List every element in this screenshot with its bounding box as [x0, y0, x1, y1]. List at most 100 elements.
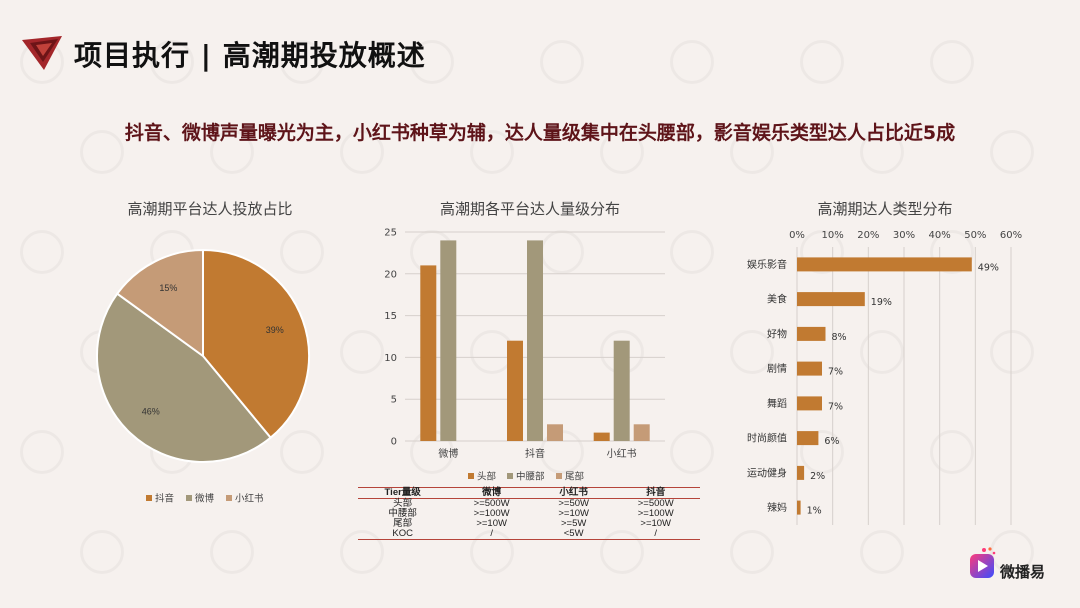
- bar-legend-swatch: [507, 473, 513, 479]
- tier-header: 微博: [482, 487, 502, 498]
- hbar-bar: [797, 396, 822, 411]
- bar-legend-label: 头部: [477, 471, 496, 483]
- pie-legend-swatch: [146, 495, 152, 501]
- pie-slice: [202, 248, 310, 440]
- table-cell: 中腰部: [388, 508, 417, 519]
- tier-header: 小红书: [559, 487, 588, 498]
- pie-data-label: 39%: [266, 325, 284, 335]
- table-cell: >=5W: [560, 518, 587, 529]
- hbar-category-label: 好物: [767, 327, 787, 340]
- bar-x-tick: 小红书: [607, 447, 637, 460]
- hbar-x-tick: 40%: [929, 230, 951, 241]
- table-cell: >=100W: [637, 508, 674, 519]
- bar-y-tick: 20: [384, 269, 397, 280]
- bar: [440, 240, 457, 441]
- table-cell: /: [654, 528, 658, 539]
- brand-name: 微播易: [1000, 563, 1046, 581]
- hbar-data-label: 49%: [978, 262, 999, 273]
- bar: [593, 432, 610, 441]
- tier-table: Tier量级 微博 小红书 抖音 头部 >=500W >=50W >=500W …: [358, 487, 700, 540]
- bar: [547, 424, 563, 441]
- hbar-x-tick: 0%: [789, 230, 805, 241]
- bar-x-tick: 微博: [438, 447, 458, 460]
- page-title: 项目执行 | 高潮期投放概述: [74, 39, 426, 72]
- hbar-bar: [797, 431, 819, 446]
- bar-y-tick: 15: [384, 311, 397, 322]
- table-cell: 尾部: [393, 518, 413, 529]
- bar-legend-swatch: [468, 473, 474, 479]
- bar-x-tick: 抖音: [525, 447, 545, 460]
- table-cell: /: [490, 528, 493, 539]
- table-cell: 头部: [393, 498, 413, 509]
- table-row: 头部 >=500W >=50W >=500W: [358, 499, 700, 510]
- bar: [420, 265, 437, 441]
- pie-legend-label: 小红书: [235, 493, 264, 505]
- hbar-x-tick: 20%: [857, 230, 879, 241]
- hbar-bar: [797, 326, 826, 341]
- hbar-category-label: 辣妈: [767, 501, 787, 514]
- pie-data-label: 46%: [142, 407, 160, 417]
- hbar-data-label: 6%: [824, 436, 839, 447]
- hbar-bar: [797, 292, 865, 307]
- table-cell: >=500W: [637, 498, 674, 509]
- bar-legend-swatch: [556, 473, 562, 479]
- hbar-x-tick: 50%: [964, 230, 986, 241]
- hbar-data-label: 2%: [810, 471, 825, 482]
- hbar-bar: [797, 257, 972, 272]
- hbar-data-label: 7%: [828, 401, 843, 412]
- logo-triangle-icon: [22, 36, 62, 70]
- hbar-bar: [797, 465, 805, 480]
- tier-header: Tier量级: [384, 487, 421, 498]
- bar-chart-title: 高潮期各平台达人量级分布: [439, 200, 620, 218]
- table-cell: >=500W: [473, 498, 510, 509]
- table-cell: KOC: [392, 528, 413, 539]
- table-row: 尾部 >=10W >=5W >=10W: [358, 519, 700, 529]
- pie-slice: [115, 248, 204, 358]
- pie-legend-label: 抖音: [155, 493, 174, 505]
- pie-legend-label: 微博: [195, 493, 215, 505]
- hbar-data-label: 8%: [832, 332, 847, 343]
- hbar-category-label: 娱乐影音: [747, 258, 787, 271]
- bar: [613, 340, 630, 441]
- tier-header: 抖音: [646, 487, 666, 498]
- hbar-category-label: 美食: [767, 293, 787, 306]
- hbar-x-tick: 10%: [822, 230, 844, 241]
- brand-logo-icon: [970, 547, 996, 578]
- table-row: 中腰部 >=100W >=10W >=100W: [358, 509, 700, 519]
- tier-table-header-row: Tier量级 微博 小红书 抖音: [358, 487, 700, 499]
- pie-slice: [95, 292, 272, 463]
- table-cell: >=100W: [473, 508, 510, 519]
- table-cell: >=10W: [476, 518, 507, 529]
- hbar-chart-title: 高潮期达人类型分布: [817, 200, 953, 218]
- hbar-bar: [797, 361, 822, 376]
- hbar-category-label: 舞蹈: [767, 398, 787, 410]
- bar: [507, 340, 523, 441]
- bar-y-tick: 5: [391, 395, 397, 406]
- bar-legend-label: 中腰部: [516, 471, 545, 483]
- table-cell: >=10W: [640, 518, 672, 529]
- bar-y-tick: 10: [384, 353, 397, 364]
- table-row: KOC / <5W /: [358, 529, 700, 540]
- table-cell: <5W: [563, 528, 584, 539]
- hbar-category-label: 剧情: [767, 362, 787, 375]
- headline: 抖音、微博声量曝光为主，小红书种草为辅，达人量级集中在头腰部，影音娱乐类型达人占…: [124, 122, 956, 144]
- table-cell: >=10W: [558, 508, 589, 519]
- bar: [633, 424, 650, 441]
- bar-legend-label: 尾部: [565, 471, 584, 483]
- hbar-category-label: 时尚颜值: [747, 432, 787, 445]
- hbar-data-label: 19%: [871, 297, 892, 308]
- hbar-x-tick: 60%: [1000, 230, 1022, 241]
- pie-legend-swatch: [186, 495, 192, 501]
- bar: [527, 240, 543, 441]
- pie-legend-swatch: [226, 495, 232, 501]
- bar-y-tick: 0: [391, 437, 397, 448]
- table-cell: >=50W: [558, 498, 589, 509]
- hbar-category-label: 运动健身: [747, 466, 787, 479]
- bar-y-tick: 25: [384, 228, 397, 239]
- pie-chart-title: 高潮期平台达人投放占比: [127, 200, 293, 218]
- hbar-x-tick: 30%: [893, 230, 915, 241]
- pie-data-label: 15%: [159, 283, 177, 293]
